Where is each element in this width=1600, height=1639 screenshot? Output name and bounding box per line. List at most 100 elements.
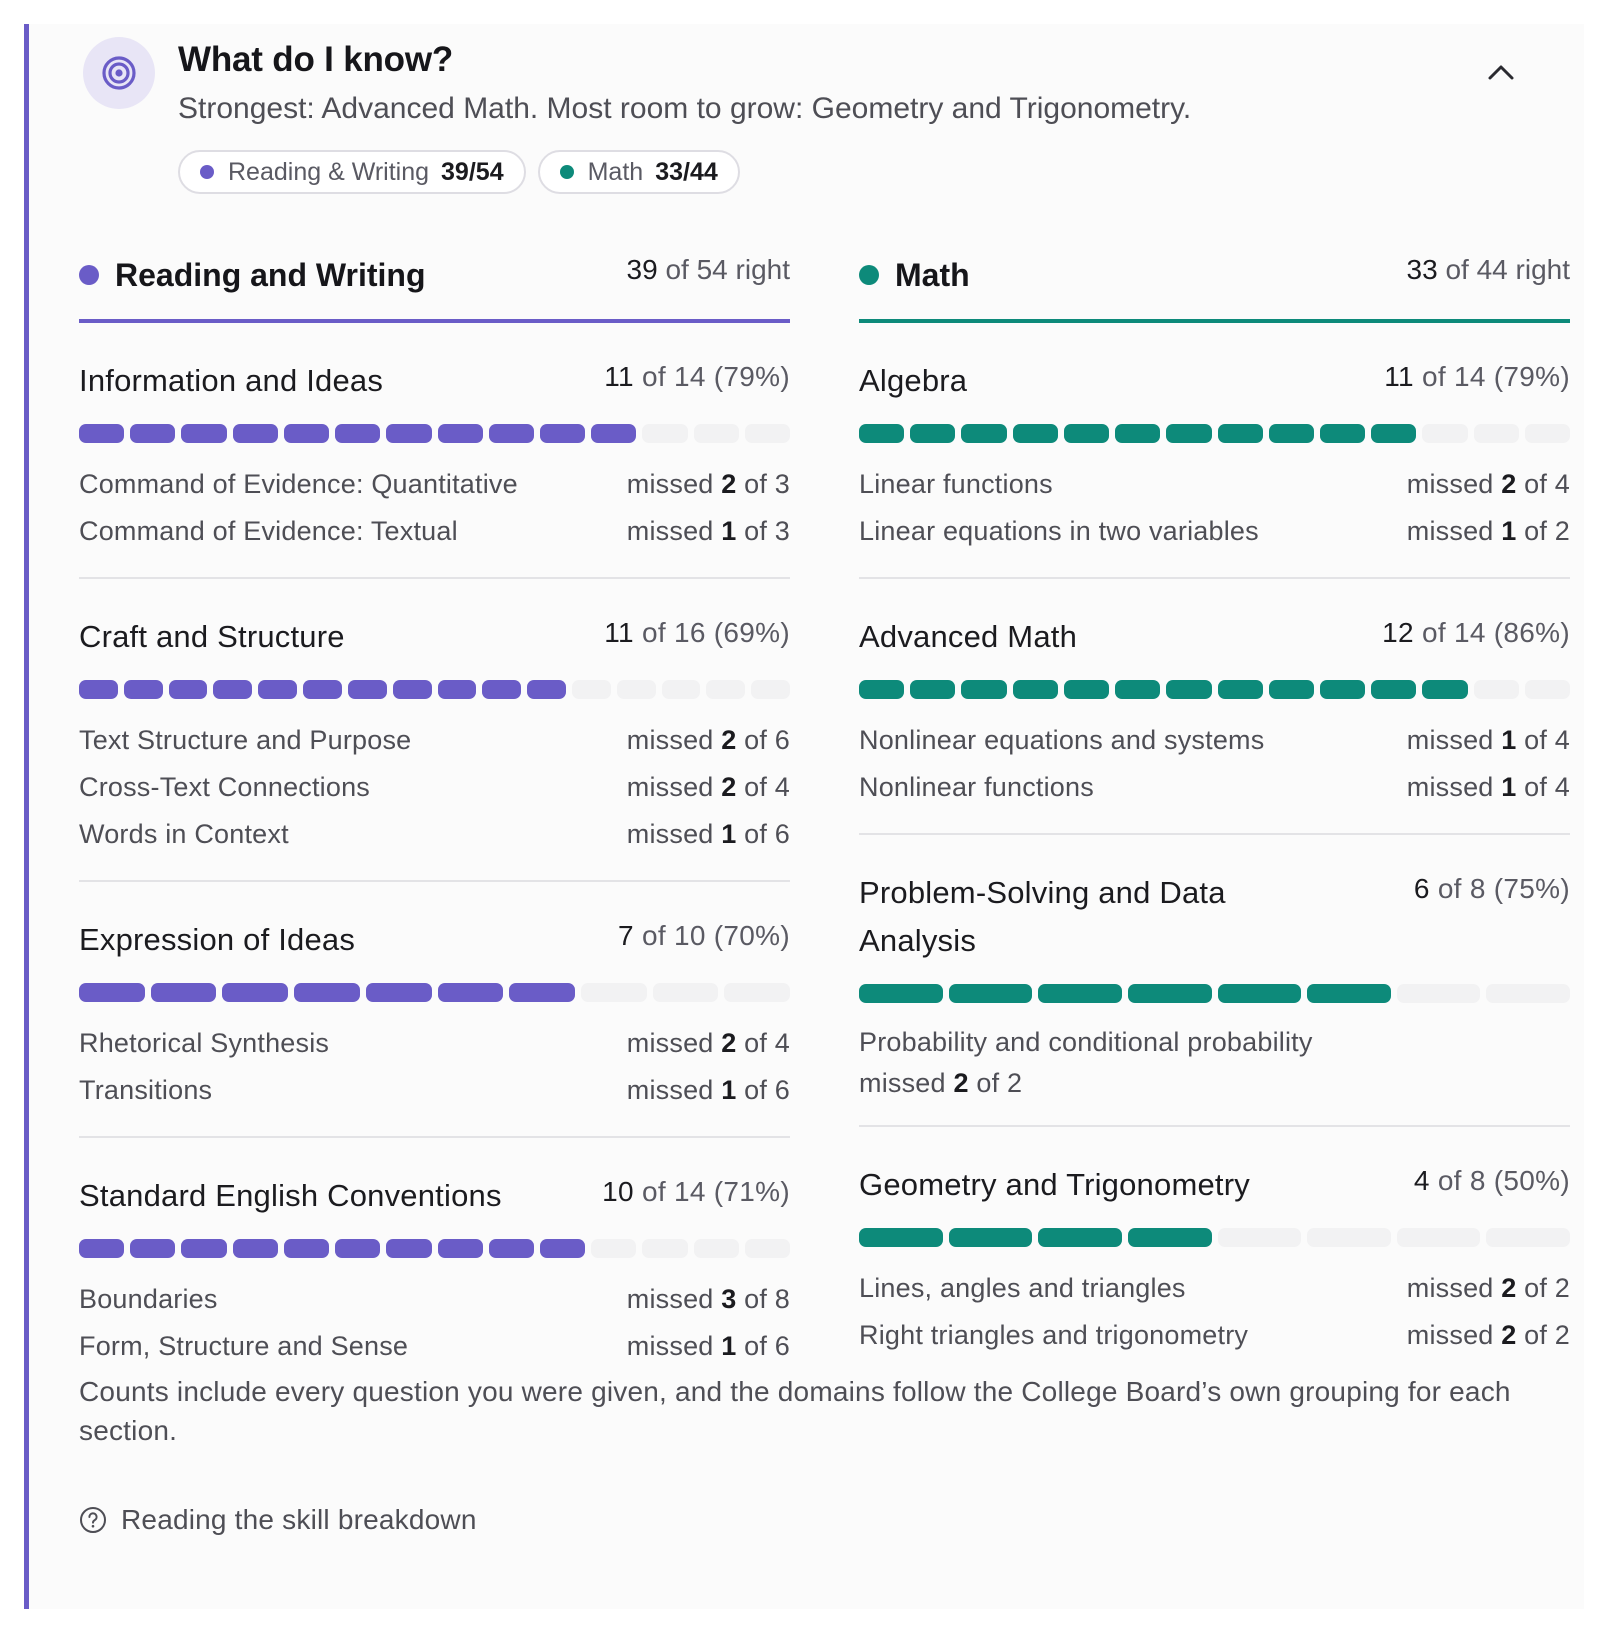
progress-segment-correct bbox=[222, 983, 289, 1002]
chip-label: Reading & Writing bbox=[228, 157, 430, 186]
skill-missed: missed 2 of 6 bbox=[627, 717, 790, 764]
progress-segment-correct bbox=[859, 984, 943, 1003]
progress-segment-empty bbox=[693, 1239, 739, 1258]
progress-segment-correct bbox=[1307, 984, 1391, 1003]
missed-count: 1 bbox=[1501, 516, 1517, 546]
domain-block: Information and Ideas 11 of 14 (79%) Comma… bbox=[79, 323, 791, 579]
domain-header: Information and Ideas 11 of 14 (79%) bbox=[79, 357, 790, 405]
skill-row: Command of Evidence: Quantitative missed … bbox=[79, 461, 790, 508]
skill-missed: missed 1 of 2 bbox=[1407, 508, 1570, 555]
progress-segment-correct bbox=[437, 680, 477, 699]
help-link[interactable]: Reading the skill breakdown bbox=[79, 1504, 477, 1536]
section-header: Math 33 of 44 right bbox=[859, 244, 1570, 306]
missed-count: 2 bbox=[1501, 1320, 1517, 1350]
domain-score-rest: of 14 (86%) bbox=[1413, 617, 1570, 648]
skill-missed: missed 1 of 3 bbox=[627, 508, 790, 555]
progress-segment-empty bbox=[1524, 424, 1571, 443]
progress-segment-correct bbox=[365, 983, 432, 1002]
missed-count: 2 bbox=[721, 725, 737, 755]
progress-segment-correct bbox=[1371, 424, 1417, 443]
skill-row: Command of Evidence: Textual missed 1 of … bbox=[79, 508, 790, 555]
progress-segment-correct bbox=[1115, 424, 1161, 443]
progress-segment-correct bbox=[1166, 424, 1212, 443]
progress-bar bbox=[79, 983, 791, 1002]
domain-score-rest: of 14 (79%) bbox=[1413, 361, 1570, 392]
progress-segment-empty bbox=[693, 424, 739, 443]
score-chip[interactable]: Reading & Writing 39/54 bbox=[178, 150, 526, 194]
progress-segment-correct bbox=[335, 424, 381, 443]
progress-segment-correct bbox=[335, 1239, 381, 1258]
progress-segment-correct bbox=[488, 424, 534, 443]
progress-bar bbox=[859, 1228, 1570, 1247]
progress-segment-empty bbox=[1486, 984, 1570, 1003]
domain-score-num: 7 bbox=[618, 920, 634, 951]
progress-segment-correct bbox=[181, 424, 227, 443]
progress-segment-correct bbox=[910, 424, 956, 443]
domain-header: Algebra 11 of 14 (79%) bbox=[859, 357, 1570, 405]
missed-total: of 2 bbox=[1516, 1320, 1570, 1350]
skill-missed: missed 1 of 6 bbox=[627, 1323, 790, 1370]
skill-name: Words in Context bbox=[79, 819, 289, 849]
progress-segment-correct bbox=[437, 424, 483, 443]
chevron-up-icon[interactable] bbox=[1481, 52, 1521, 92]
section-score-num: 33 bbox=[1406, 254, 1438, 285]
skill-row: Probability and conditional probability m… bbox=[859, 1021, 1570, 1103]
skill-missed: missed 2 of 3 bbox=[627, 461, 790, 508]
chip-score: 33/44 bbox=[655, 157, 718, 186]
progress-segment-correct bbox=[437, 1239, 483, 1258]
progress-segment-empty bbox=[1396, 984, 1481, 1003]
skill-missed: missed 1 of 4 bbox=[1407, 717, 1570, 764]
domain-score: 7 of 10 (70%) bbox=[618, 920, 790, 952]
skill-row: Cross-Text Connections missed 2 of 4 bbox=[79, 764, 790, 811]
missed-total: of 4 bbox=[1516, 772, 1570, 802]
progress-segment-correct bbox=[123, 680, 163, 699]
missed-total: of 6 bbox=[736, 1075, 790, 1105]
skill-missed: missed 2 of 2 bbox=[1407, 1265, 1570, 1312]
progress-segment-correct bbox=[1319, 424, 1366, 443]
skill-name: Lines, angles and triangles bbox=[859, 1273, 1186, 1303]
section-title: Reading and Writing bbox=[115, 256, 426, 293]
progress-segment-correct bbox=[1422, 680, 1468, 699]
missed-count: 2 bbox=[721, 469, 737, 499]
progress-segment-correct bbox=[1038, 984, 1122, 1003]
skill-name: Rhetorical Synthesis bbox=[79, 1028, 330, 1058]
missed-word: missed bbox=[626, 819, 722, 849]
progress-segment-empty bbox=[744, 1239, 791, 1258]
progress-segment-correct bbox=[1166, 680, 1212, 699]
domain-score-rest: of 8 (75%) bbox=[1429, 873, 1570, 904]
skill-row: Transitions missed 1 of 6 bbox=[79, 1067, 790, 1114]
domain-score-rest: of 8 (50%) bbox=[1429, 1165, 1570, 1196]
footnote: Counts include every question you were g… bbox=[79, 1376, 1511, 1446]
progress-segment-correct bbox=[232, 424, 278, 443]
domain-score: 11 of 14 (79%) bbox=[1384, 361, 1570, 393]
progress-segment-correct bbox=[386, 424, 432, 443]
progress-segment-empty bbox=[1422, 424, 1468, 443]
missed-count: 1 bbox=[721, 1075, 737, 1105]
score-chip[interactable]: Math 33/44 bbox=[537, 150, 740, 194]
skill-row: Boundaries missed 3 of 8 bbox=[79, 1276, 790, 1323]
missed-word: missed bbox=[626, 725, 722, 755]
chip-dot bbox=[559, 165, 574, 179]
domain-score-num: 11 bbox=[604, 617, 634, 648]
domain-score-rest: of 14 (71%) bbox=[633, 1176, 790, 1207]
domain-score: 12 of 14 (86%) bbox=[1382, 617, 1570, 649]
section-rule bbox=[79, 319, 790, 323]
missed-total: of 2 bbox=[1516, 1273, 1570, 1303]
skill-missed: missed 2 of 2 bbox=[859, 1063, 1570, 1103]
section-math: Math 33 of 44 right Algebra 11 of 14 (79%) L… bbox=[859, 244, 1571, 1381]
progress-segment-correct bbox=[437, 983, 504, 1002]
skill-name: Nonlinear functions bbox=[859, 772, 1094, 802]
missed-count: 1 bbox=[721, 819, 737, 849]
progress-segment-correct bbox=[1217, 424, 1263, 443]
domain-header: Problem-Solving and Data Analysis 6 of 8 … bbox=[859, 869, 1570, 965]
progress-segment-empty bbox=[591, 1239, 637, 1258]
skill-name: Text Structure and Purpose bbox=[79, 725, 412, 755]
domain-header: Geometry and Trigonometry 4 of 8 (50%) bbox=[859, 1161, 1570, 1209]
section-score-rest: of 54 right bbox=[657, 254, 790, 285]
missed-count: 1 bbox=[1501, 772, 1517, 802]
missed-word: missed bbox=[1406, 469, 1502, 499]
domain-title: Expression of Ideas bbox=[79, 922, 356, 957]
progress-segment-correct bbox=[213, 680, 253, 699]
missed-total: of 6 bbox=[736, 819, 790, 849]
progress-segment-empty bbox=[751, 680, 790, 699]
